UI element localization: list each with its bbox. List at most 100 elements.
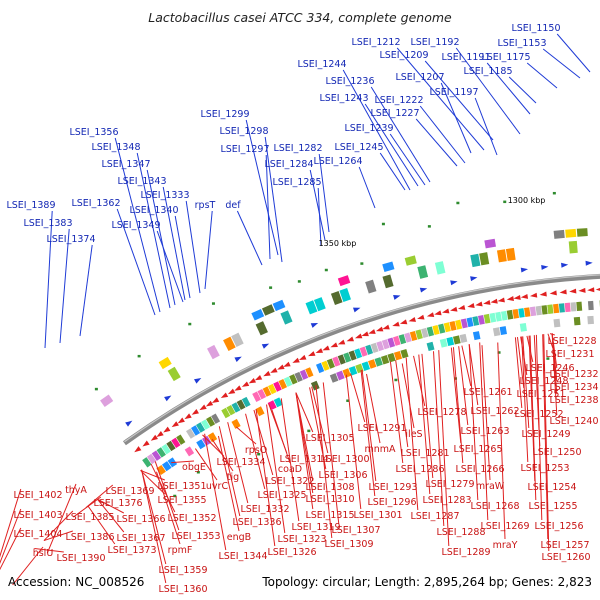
reverse-gene-label[interactable]: LSEI_1355 xyxy=(157,495,206,506)
reverse-gene-label[interactable]: LSEI_1403 xyxy=(13,510,62,521)
forward-gene-label[interactable]: LSEI_1243 xyxy=(319,93,368,104)
reverse-gene-label[interactable]: LSEI_1260 xyxy=(541,552,590,563)
reverse-gene-label[interactable]: LSEI_1251 xyxy=(516,389,565,400)
forward-gene-label[interactable]: LSEI_1284 xyxy=(264,159,313,170)
reverse-gene-label[interactable]: LSEI_1286 xyxy=(395,464,444,475)
reverse-gene-label[interactable]: LSEI_1322 xyxy=(265,476,314,487)
reverse-gene-label[interactable]: LSEI_1306 xyxy=(318,470,367,481)
reverse-gene-label[interactable]: LSEI_1256 xyxy=(534,521,583,532)
reverse-gene-label[interactable]: LSEI_1305 xyxy=(305,433,354,444)
forward-gene-label[interactable]: LSEI_1236 xyxy=(325,76,374,87)
reverse-gene-label[interactable]: LSEI_1240 xyxy=(549,416,598,427)
reverse-gene-label[interactable]: LSEI_1404 xyxy=(13,529,62,540)
reverse-gene-label[interactable]: LSEI_1231 xyxy=(545,349,594,360)
reverse-gene-label[interactable]: LSEI_1376 xyxy=(93,498,142,509)
reverse-gene-label[interactable]: LSEI_1250 xyxy=(532,447,581,458)
reverse-gene-label[interactable]: mnmA xyxy=(364,444,396,455)
reverse-gene-label[interactable]: LSEI_1334 xyxy=(216,457,265,468)
reverse-gene-label[interactable]: LSEI_1254 xyxy=(527,482,576,493)
forward-gene-label[interactable]: LSEI_1297 xyxy=(220,144,269,155)
reverse-gene-label[interactable]: LSEI_1326 xyxy=(267,547,316,558)
forward-gene-label[interactable]: LSEI_1244 xyxy=(297,59,346,70)
reverse-gene-label[interactable]: LSEI_1268 xyxy=(470,501,519,512)
forward-gene-label[interactable]: LSEI_1343 xyxy=(117,176,166,187)
reverse-gene-label[interactable]: LSEI_1266 xyxy=(455,464,504,475)
forward-gene-label[interactable]: LSEI_1245 xyxy=(334,142,383,153)
reverse-gene-label[interactable]: LSEI_1402 xyxy=(13,490,62,501)
reverse-gene-label[interactable]: LSEI_1310 xyxy=(305,494,354,505)
reverse-gene-label[interactable]: LSEI_1293 xyxy=(368,482,417,493)
reverse-gene-label[interactable]: LSEI_1265 xyxy=(453,444,502,455)
reverse-gene-label[interactable]: LSEI_1246 xyxy=(525,363,574,374)
reverse-gene-label[interactable]: ileS xyxy=(405,429,422,440)
reverse-gene-label[interactable]: LSEI_1248 xyxy=(519,376,568,387)
reverse-gene-label[interactable]: LSEI_1281 xyxy=(400,448,449,459)
reverse-gene-label[interactable]: LSEI_1359 xyxy=(158,565,207,576)
forward-gene-label[interactable]: LSEI_1374 xyxy=(46,234,95,245)
forward-gene-label[interactable]: LSEI_1298 xyxy=(219,126,268,137)
reverse-gene-label[interactable]: LSEI_1252 xyxy=(514,409,563,420)
reverse-gene-label[interactable]: mraY xyxy=(493,540,518,551)
reverse-gene-label[interactable]: LSEI_1360 xyxy=(158,584,207,595)
reverse-gene-label[interactable]: LSEI_1366 xyxy=(116,514,165,525)
forward-gene-label[interactable]: LSEI_1197 xyxy=(429,87,478,98)
reverse-gene-label[interactable]: LSEI_1296 xyxy=(367,497,416,508)
forward-gene-label[interactable]: LSEI_1285 xyxy=(272,177,321,188)
reverse-gene-label[interactable]: LSEI_1257 xyxy=(540,540,589,551)
reverse-gene-label[interactable]: LSEI_1325 xyxy=(257,490,306,501)
forward-gene-label[interactable]: LSEI_1227 xyxy=(370,108,419,119)
forward-gene-label[interactable]: LSEI_1222 xyxy=(374,95,423,106)
reverse-gene-label[interactable]: LSEI_1261 xyxy=(463,387,512,398)
reverse-gene-label[interactable]: coaD xyxy=(278,464,302,475)
reverse-gene-label[interactable]: tig xyxy=(227,472,239,483)
reverse-gene-label[interactable]: LSEI_1323 xyxy=(277,534,326,545)
forward-gene-label[interactable]: LSEI_1349 xyxy=(111,220,160,231)
forward-gene-label[interactable]: LSEI_1264 xyxy=(313,156,362,167)
forward-gene-label[interactable]: LSEI_1175 xyxy=(481,52,530,63)
reverse-gene-label[interactable]: LSEI_1319 xyxy=(291,522,340,533)
forward-gene-label[interactable]: LSEI_1282 xyxy=(273,143,322,154)
forward-gene-label[interactable]: LSEI_1191 xyxy=(441,52,490,63)
forward-gene-label[interactable]: LSEI_1239 xyxy=(344,123,393,134)
forward-gene-label[interactable]: LSEI_1348 xyxy=(91,142,140,153)
reverse-gene-label[interactable]: LSEI_1385 xyxy=(65,512,114,523)
forward-gene-label[interactable]: rpsT xyxy=(195,200,216,211)
reverse-gene-label[interactable]: LSEI_1283 xyxy=(422,495,471,506)
forward-gene-label[interactable]: LSEI_1383 xyxy=(23,218,72,229)
reverse-gene-label[interactable]: LSEI_1307 xyxy=(331,525,380,536)
reverse-gene-label[interactable]: LSEI_1278 xyxy=(417,407,466,418)
reverse-gene-label[interactable]: LSEI_1234 xyxy=(549,382,598,393)
reverse-gene-label[interactable]: LSEI_1269 xyxy=(480,521,529,532)
reverse-gene-label[interactable]: hslU xyxy=(33,548,54,559)
forward-gene-label[interactable]: LSEI_1362 xyxy=(71,198,120,209)
forward-gene-label[interactable]: LSEI_1185 xyxy=(463,66,512,77)
reverse-gene-label[interactable]: LSEI_1232 xyxy=(549,369,598,380)
reverse-gene-label[interactable]: LSEI_1369 xyxy=(105,486,154,497)
reverse-gene-label[interactable]: LSEI_1301 xyxy=(353,510,402,521)
reverse-gene-label[interactable]: LSEI_1288 xyxy=(436,527,485,538)
forward-gene-label[interactable]: LSEI_1209 xyxy=(379,50,428,61)
forward-gene-label[interactable]: LSEI_1212 xyxy=(351,37,400,48)
reverse-gene-label[interactable]: LSEI_1287 xyxy=(410,511,459,522)
reverse-gene-label[interactable]: LSEI_1314 xyxy=(279,454,328,465)
reverse-gene-label[interactable]: obgE xyxy=(182,462,206,473)
reverse-gene-label[interactable]: LSEI_1386 xyxy=(65,532,114,543)
reverse-gene-label[interactable]: LSEI_1336 xyxy=(232,517,281,528)
reverse-gene-label[interactable]: LSEI_1291 xyxy=(357,423,406,434)
reverse-gene-label[interactable]: LSEI_1262 xyxy=(470,406,519,417)
forward-gene-label[interactable]: LSEI_1192 xyxy=(410,37,459,48)
forward-gene-label[interactable]: LSEI_1340 xyxy=(129,205,178,216)
forward-gene-label[interactable]: LSEI_1333 xyxy=(140,190,189,201)
reverse-gene-label[interactable]: rpmF xyxy=(168,545,193,556)
reverse-gene-label[interactable]: LSEI_1373 xyxy=(107,545,156,556)
reverse-gene-label[interactable]: LSEI_1300 xyxy=(320,454,369,465)
forward-gene-label[interactable]: LSEI_1207 xyxy=(395,72,444,83)
reverse-gene-label[interactable]: LSEI_1279 xyxy=(425,479,474,490)
forward-gene-label[interactable]: LSEI_1356 xyxy=(69,127,118,138)
reverse-gene-label[interactable]: LSEI_1253 xyxy=(520,463,569,474)
reverse-gene-label[interactable]: LSEI_1315 xyxy=(305,510,354,521)
forward-gene-label[interactable]: LSEI_1389 xyxy=(6,200,55,211)
forward-gene-label[interactable]: def xyxy=(225,200,241,211)
reverse-gene-label[interactable]: rpsO xyxy=(245,445,267,456)
reverse-gene-label[interactable]: LSEI_1238 xyxy=(549,395,598,406)
